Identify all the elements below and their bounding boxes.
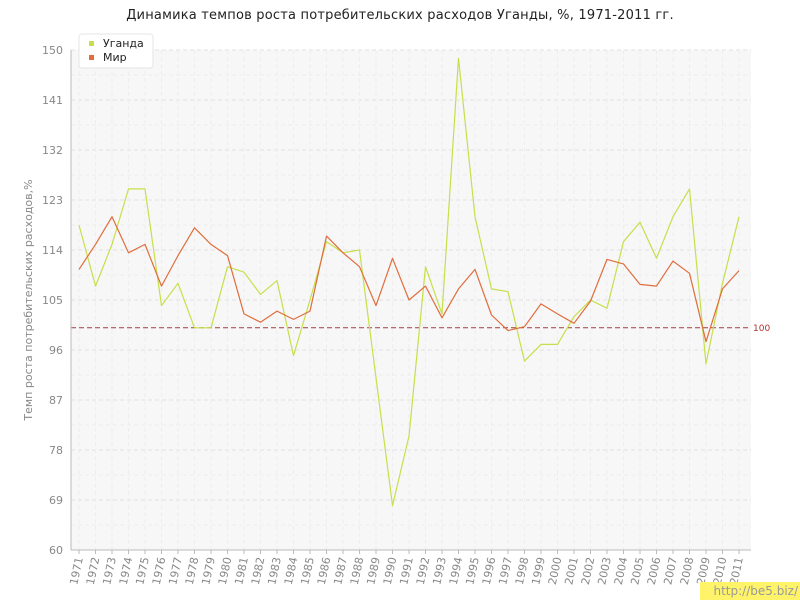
x-tick-label: 2007 — [661, 556, 680, 586]
y-tick-label: 60 — [49, 544, 63, 557]
x-tick-label: 1997 — [496, 556, 515, 586]
x-tick-label: 1999 — [529, 556, 548, 586]
x-tick-label: 1983 — [265, 556, 284, 586]
series-lines — [78, 57, 740, 507]
x-tick-label: 2008 — [678, 556, 697, 586]
y-tick-label: 69 — [49, 494, 63, 507]
y-tick-label: 96 — [49, 344, 63, 357]
x-tick-label: 1988 — [348, 556, 367, 586]
y-tick-label: 105 — [42, 294, 63, 307]
x-tick-label: 1981 — [232, 556, 251, 586]
y-tick-label: 150 — [42, 44, 63, 57]
y-tick-labels: 60 69 78 87 96 105 114 123 132 141 150 — [42, 44, 63, 557]
x-tick-label: 2005 — [628, 556, 647, 586]
x-tick-label: 1996 — [480, 556, 499, 586]
x-tick-label: 1975 — [133, 556, 152, 586]
series-line-0 — [78, 57, 740, 507]
reference-line-label: 100 — [753, 324, 770, 334]
x-tick-label: 1986 — [315, 556, 334, 586]
x-tick-label: 1989 — [364, 556, 383, 586]
series-line-1 — [78, 216, 740, 343]
x-tick-label: 1994 — [447, 556, 466, 586]
x-tick-label: 1990 — [381, 556, 400, 586]
x-tick-label: 1991 — [397, 556, 416, 586]
x-tick-label: 2006 — [645, 556, 664, 586]
watermark-link[interactable]: http://be5.biz/ — [700, 582, 800, 600]
x-tick-label: 2004 — [612, 556, 631, 586]
grid-lines — [71, 49, 751, 551]
chart-title: Динамика темпов роста потребительских ра… — [126, 8, 674, 23]
x-tick-label: 2010 — [711, 556, 730, 586]
legend-item-label: Мир — [103, 51, 127, 64]
legend-box — [78, 33, 154, 69]
y-tick-label: 132 — [42, 144, 63, 157]
y-axis-label: Темп роста потребительских расходов,% — [22, 179, 35, 421]
y-tick-label: 141 — [42, 94, 63, 107]
x-tick-label: 1982 — [249, 556, 268, 586]
axes — [70, 50, 751, 554]
y-tick-label: 123 — [42, 194, 63, 207]
x-tick-label: 1976 — [150, 556, 169, 586]
x-tick-label: 1974 — [117, 556, 136, 586]
x-tick-label: 1995 — [463, 556, 482, 586]
reference-line-group: 100 — [71, 324, 770, 334]
y-tick-label: 87 — [49, 394, 63, 407]
x-tick-label: 2002 — [579, 556, 598, 586]
x-tick-label: 1972 — [84, 556, 103, 586]
x-tick-label: 1971 — [67, 556, 86, 586]
x-tick-label: 1973 — [100, 556, 119, 586]
x-tick-label: 2009 — [694, 556, 713, 586]
x-tick-label: 1979 — [199, 556, 218, 586]
x-tick-label: 1987 — [331, 556, 350, 586]
x-tick-label: 1984 — [282, 556, 301, 586]
x-tick-label: 1993 — [430, 556, 449, 586]
x-tick-label: 2001 — [562, 556, 581, 586]
y-tick-label: 114 — [42, 244, 63, 257]
x-tick-label: 2011 — [727, 556, 746, 586]
legend-item-label: Уганда — [103, 37, 144, 50]
x-tick-labels: 1971197219731974197519761977197819791980… — [67, 556, 746, 586]
x-tick-label: 1978 — [183, 556, 202, 586]
legend-swatch — [89, 41, 94, 46]
x-tick-label: 1977 — [166, 556, 185, 586]
x-tick-label: 2003 — [595, 556, 614, 586]
x-tick-label: 1985 — [298, 556, 317, 586]
x-tick-label: 1992 — [414, 556, 433, 586]
legend-swatch — [89, 55, 94, 60]
x-tick-label: 1998 — [513, 556, 532, 586]
y-tick-label: 78 — [49, 444, 63, 457]
x-tick-label: 1980 — [216, 556, 235, 586]
x-tick-label: 2000 — [546, 556, 565, 586]
